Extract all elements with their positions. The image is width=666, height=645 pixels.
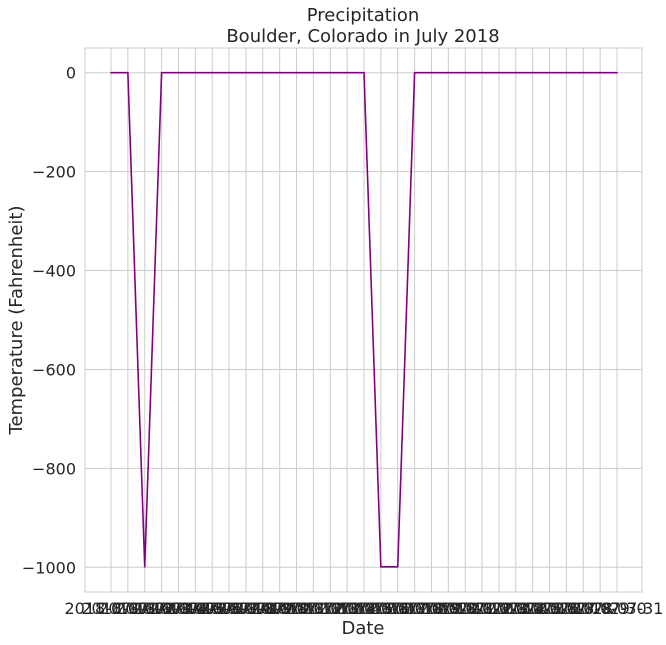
data-point	[616, 71, 618, 74]
y-axis-label: Temperature (Fahrenheit)	[6, 206, 27, 436]
data-point	[127, 71, 129, 74]
y-tick-label: −1000	[22, 558, 76, 577]
data-point	[396, 565, 399, 568]
data-point	[177, 71, 180, 74]
x-tick-label: 2018-07-03	[98, 599, 191, 618]
data-point	[262, 71, 264, 74]
x-tick-label: 2018-07-16	[318, 599, 411, 618]
x-tick-label: 2018-07-18	[351, 599, 444, 618]
x-tick-label: 2018-07-10	[216, 599, 309, 618]
x-tick-label: 2018-07-22	[419, 599, 512, 618]
x-tick-label: 2018-07-02	[81, 599, 174, 618]
chart-title-line-1: Precipitation	[307, 5, 420, 26]
x-tick-label: 2018-07-21	[402, 599, 495, 618]
data-point	[548, 71, 551, 74]
grid-lines	[85, 48, 642, 592]
data-point	[447, 71, 450, 74]
data-point	[329, 71, 332, 74]
data-point	[295, 71, 298, 74]
x-tick-label: 2018-07-23	[436, 599, 529, 618]
data-point	[531, 71, 534, 74]
data-point	[498, 71, 500, 74]
y-tick-label: −800	[32, 459, 76, 478]
y-tick-label: 0	[66, 64, 76, 83]
data-point	[245, 71, 247, 74]
x-tick-label: 2018-07-09	[199, 599, 292, 618]
data-point	[346, 71, 348, 74]
data-point	[211, 71, 213, 74]
x-tick-label: 2018-07-08	[183, 599, 276, 618]
data-point	[413, 71, 416, 74]
x-tick-label: 2018-07-06	[149, 599, 242, 618]
x-tick-label: 2018-07-29	[537, 599, 630, 618]
data-point	[363, 71, 365, 74]
x-tick-labels: 2018-07-012018-07-022018-07-032018-07-04…	[65, 599, 664, 618]
x-tick-label: 2018-07-24	[452, 599, 545, 618]
x-tick-label: 2018-07-15	[301, 599, 394, 618]
x-tick-label: 2018-07-17	[334, 599, 427, 618]
data-point	[110, 71, 112, 74]
data-point	[312, 71, 315, 74]
data-point	[194, 71, 197, 74]
x-axis-label: Date	[341, 618, 384, 639]
data-point	[143, 565, 146, 568]
y-tick-label: −600	[32, 360, 76, 379]
data-point	[228, 71, 230, 74]
y-tick-label: −200	[32, 163, 76, 182]
data-point	[582, 71, 585, 74]
data-point	[464, 71, 467, 74]
data-point	[430, 71, 433, 74]
x-tick-label: 2018-07-25	[469, 599, 562, 618]
data-point	[380, 565, 382, 568]
x-tick-label: 2018-07-27	[503, 599, 596, 618]
x-tick-label: 2018-07-31	[571, 599, 664, 618]
data-point	[515, 71, 517, 74]
x-tick-label: 2018-07-13	[267, 599, 360, 618]
x-tick-label: 2018-07-28	[520, 599, 613, 618]
x-tick-label: 2018-07-01	[65, 599, 158, 618]
x-tick-label: 2018-07-07	[166, 599, 259, 618]
data-point	[278, 71, 281, 74]
data-point	[160, 71, 163, 74]
y-tick-labels: 0 −200 −400 −600 −800 −1000	[22, 64, 76, 578]
x-tick-label: 2018-07-26	[486, 599, 579, 618]
x-tick-label: 2018-07-20	[385, 599, 478, 618]
chart-title-line-2: Boulder, Colorado in July 2018	[226, 26, 499, 47]
y-tick-label: −400	[32, 262, 76, 281]
x-tick-label: 2018-07-19	[368, 599, 461, 618]
x-tick-label: 2018-07-11	[233, 599, 326, 618]
x-tick-label: 2018-07-14	[284, 599, 377, 618]
plot-frame	[84, 47, 643, 593]
data-point	[565, 71, 568, 74]
x-tick-label: 2018-07-30	[554, 599, 647, 618]
x-tick-label: 2018-07-12	[250, 599, 343, 618]
data-point	[481, 71, 483, 74]
x-tick-label: 2018-07-05	[132, 599, 225, 618]
series-group	[110, 71, 618, 568]
data-point	[599, 71, 601, 74]
x-tick-label: 2018-07-04	[115, 599, 208, 618]
